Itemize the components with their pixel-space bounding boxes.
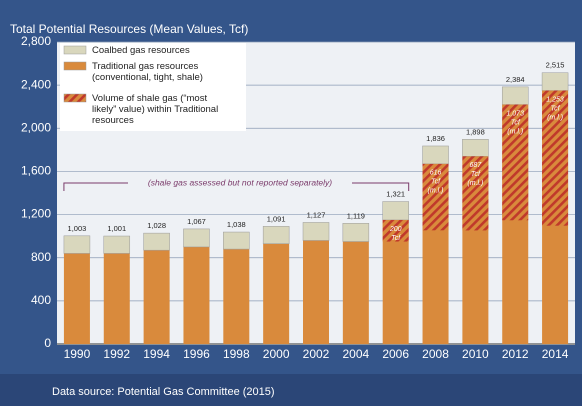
traditional-bar — [342, 241, 369, 344]
legend-line: likely” value) within Traditional — [92, 104, 218, 115]
x-tick-label: 1996 — [183, 347, 210, 361]
y-tick-label: 1,200 — [21, 207, 51, 221]
traditional-bar — [143, 250, 170, 344]
legend-line: (conventional, tight, shale) — [92, 72, 203, 83]
source: Data source: Potential Gas Committee (20… — [52, 386, 275, 398]
legend-swatch — [63, 45, 87, 55]
total-label: 1,091 — [267, 214, 286, 223]
y-tick-label: 2,800 — [21, 34, 51, 48]
x-tick-label: 2006 — [382, 347, 409, 361]
shale-label: Tcf — [551, 105, 561, 112]
shale-label: Tcf — [391, 235, 401, 242]
shale-label: 200 — [389, 226, 402, 233]
y-tick-label: 2,000 — [21, 120, 51, 134]
traditional-bar — [63, 253, 90, 344]
total-label: 1,898 — [466, 127, 485, 136]
coalbed-bar — [143, 232, 170, 251]
x-tick-label: 2004 — [342, 347, 369, 361]
total-label: 1,028 — [147, 221, 166, 230]
shale-label: 1,253 — [546, 96, 564, 103]
legend-line: resources — [92, 115, 134, 126]
x-tick-label: 2014 — [542, 347, 569, 361]
coalbed-bar — [103, 235, 131, 254]
x-tick-label: 1994 — [143, 347, 170, 361]
shale-label: 1,073 — [506, 110, 524, 117]
traditional-bar — [183, 246, 210, 344]
shale-label: Tcf — [471, 171, 481, 178]
x-tick-label: 1998 — [223, 347, 250, 361]
shale-label: (m.l.) — [467, 180, 483, 187]
shale-bar — [382, 219, 409, 242]
shale-bar — [422, 163, 449, 231]
shale-label: Tcf — [431, 179, 441, 186]
traditional-bar — [303, 240, 329, 344]
annotation: (shale gas assessed but not reported sep… — [148, 177, 332, 187]
annotation-bg — [128, 177, 352, 189]
coalbed-bar — [223, 231, 250, 250]
legend-label: Traditional gas resources (conventional, … — [92, 61, 203, 83]
shale-label: (m.l.) — [507, 128, 523, 135]
y-tick-label: 0 — [44, 336, 51, 350]
shale-bar — [462, 156, 489, 231]
traditional-bar — [263, 243, 290, 344]
x-tick-label: 1990 — [64, 347, 91, 361]
coalbed-bar — [183, 228, 210, 248]
total-label: 1,067 — [187, 217, 206, 226]
shale-label: (m.l.) — [428, 188, 444, 195]
legend-swatch — [63, 61, 87, 71]
coalbed-bar — [342, 223, 370, 242]
x-tick-label: 1992 — [103, 347, 130, 361]
total-label: 2,515 — [546, 61, 565, 70]
coalbed-bar — [382, 201, 409, 221]
coalbed-bar — [63, 235, 91, 254]
y-tick-label: 400 — [31, 293, 51, 307]
legend-line: Volume of shale gas (“most — [92, 93, 207, 104]
total-label: 1,119 — [347, 211, 365, 220]
legend-swatch — [63, 93, 87, 103]
shale-bar — [542, 90, 569, 226]
chart-title: Total Potential Resources (Mean Values, … — [10, 22, 248, 36]
total-label: 1,003 — [68, 224, 87, 233]
legend-line: Traditional gas resources — [92, 61, 199, 72]
traditional-bar — [223, 249, 250, 344]
footer-band — [0, 374, 582, 406]
x-tick-label: 2002 — [303, 347, 330, 361]
x-tick-label: 2012 — [502, 347, 529, 361]
coalbed-bar — [422, 145, 449, 165]
total-label: 2,384 — [506, 75, 525, 84]
total-label: 1,127 — [307, 210, 326, 219]
legend-label: Volume of shale gas (“most likely” value)… — [92, 93, 218, 126]
legend-line: Coalbed gas resources — [92, 45, 190, 56]
x-tick-label: 2008 — [422, 347, 449, 361]
legend-label: Coalbed gas resources — [92, 45, 190, 56]
shale-label: Tcf — [511, 119, 521, 126]
shale-label: (m.l.) — [547, 114, 563, 121]
coalbed-bar — [541, 72, 569, 91]
y-tick-label: 800 — [31, 250, 51, 264]
coalbed-bar — [501, 86, 529, 105]
total-label: 1,321 — [386, 190, 405, 199]
shale-label: 616 — [430, 170, 442, 177]
legend-box — [60, 43, 246, 131]
shale-label: 687 — [470, 162, 483, 169]
y-tick-label: 1,600 — [21, 164, 51, 178]
coalbed-bar — [262, 226, 290, 244]
total-label: 1,836 — [426, 134, 445, 143]
shale-bar — [502, 104, 529, 221]
total-label: 1,001 — [107, 224, 126, 233]
coalbed-bar — [462, 139, 489, 157]
x-tick-label: 2010 — [462, 347, 489, 361]
x-tick-label: 2000 — [263, 347, 290, 361]
coalbed-bar — [302, 222, 330, 241]
traditional-bar — [103, 253, 130, 344]
y-tick-label: 2,400 — [21, 77, 51, 91]
total-label: 1,038 — [227, 220, 246, 229]
